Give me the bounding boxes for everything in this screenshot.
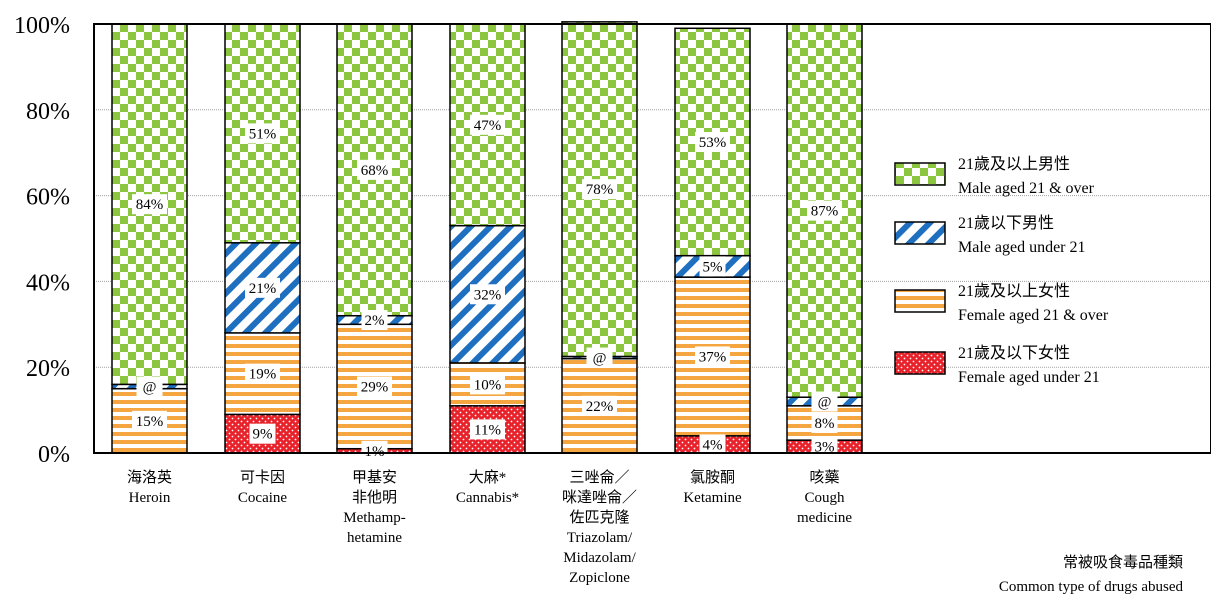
data-label-box xyxy=(582,179,617,200)
x-category-label: 非他明 xyxy=(352,489,397,506)
data-label: 84% xyxy=(136,197,164,213)
x-category-label: Methamp- xyxy=(343,510,405,526)
x-category-label: 可卡因 xyxy=(240,469,285,486)
data-label-box xyxy=(357,376,392,397)
data-label-box xyxy=(245,277,280,298)
legend-label-en: Female aged under 21 xyxy=(958,369,1100,386)
data-label: 2% xyxy=(365,313,385,329)
data-labels: 15% @84% 9% 19% 21% 51% 1% 29% 2% 68% 11% 10% 32% 47%… xyxy=(132,114,842,461)
data-label: 8% xyxy=(815,416,835,432)
x-category-label: hetamine xyxy=(347,530,402,546)
y-tick-label: 40% xyxy=(26,270,70,296)
data-label-box xyxy=(699,256,726,277)
data-label-box xyxy=(470,114,505,135)
plot-area-frame xyxy=(93,23,1211,454)
data-label: 32% xyxy=(474,287,502,303)
y-tick-label: 80% xyxy=(26,99,70,125)
legend-swatch-f_21 xyxy=(894,289,946,313)
legend: 21歲及以上男性 Male aged 21 & over 21歲以下男性 Male a… xyxy=(894,155,1109,386)
legend-label-zh: 21歲及以上女性 xyxy=(958,281,1070,300)
x-axis-title-zh: 常被吸食毒品種類 xyxy=(1063,554,1183,571)
x-category-label: 海洛英 xyxy=(127,468,172,486)
data-label-box xyxy=(361,440,388,461)
data-label-box xyxy=(807,200,842,221)
data-label-box xyxy=(695,346,730,367)
data-label: 87% xyxy=(811,204,839,220)
x-category-label: Triazolam/ xyxy=(567,530,633,546)
x-axis-title-en: Common type of drugs abused xyxy=(999,579,1184,595)
data-label-box xyxy=(361,310,388,331)
x-category-label: 佐匹克隆 xyxy=(569,509,629,526)
data-label: @ xyxy=(593,351,607,367)
data-label: 37% xyxy=(699,349,727,365)
data-label-box xyxy=(811,412,838,433)
data-label-box xyxy=(586,347,613,368)
data-label-box xyxy=(470,284,505,305)
x-category-label: 三唑侖／ xyxy=(569,469,629,486)
y-tick-label: 100% xyxy=(14,13,70,39)
data-label: 4% xyxy=(703,437,723,453)
data-label: 11% xyxy=(474,422,501,438)
legend-label-en: Male aged under 21 xyxy=(958,239,1086,256)
legend-label-en: Female aged 21 & over xyxy=(958,307,1109,324)
legend-label-en: Male aged 21 & over xyxy=(958,180,1095,197)
data-label-box xyxy=(249,423,276,444)
y-axis-tick-labels: 0% 20% 40% 60% 80% 100% xyxy=(14,13,70,468)
data-label-box xyxy=(136,376,163,397)
data-label-box xyxy=(470,419,505,440)
data-label: 22% xyxy=(586,399,614,415)
y-tick-label: 60% xyxy=(26,185,70,211)
data-label-box xyxy=(245,123,280,144)
data-label-box xyxy=(132,410,167,431)
data-label: 53% xyxy=(699,135,727,151)
data-label-box xyxy=(245,363,280,384)
data-label: 78% xyxy=(586,182,614,198)
x-category-label: Zopiclone xyxy=(569,570,630,586)
data-label: 21% xyxy=(249,281,277,297)
data-label: 5% xyxy=(703,259,723,275)
x-category-label: Midazolam/ xyxy=(563,550,636,566)
legend-swatch-f_u21 xyxy=(894,351,946,375)
data-label-box xyxy=(470,374,505,395)
data-label: 51% xyxy=(249,126,277,142)
data-label: 9% xyxy=(253,427,273,443)
data-label-box xyxy=(811,436,838,457)
x-category-label: Cough xyxy=(804,490,845,506)
x-category-label: medicine xyxy=(797,510,852,526)
legend-label-zh: 21歲及以下女性 xyxy=(958,343,1070,362)
x-category-label: Heroin xyxy=(129,490,171,506)
data-label: 29% xyxy=(361,380,389,396)
y-tick-label: 0% xyxy=(38,442,70,468)
legend-swatch-m_u21 xyxy=(894,221,946,245)
data-label-box xyxy=(582,395,617,416)
legend-swatch-m_21 xyxy=(894,162,946,186)
data-label: @ xyxy=(818,395,832,411)
data-label-box xyxy=(357,159,392,180)
x-category-label: Cocaine xyxy=(238,490,287,506)
data-label-box xyxy=(132,194,167,215)
legend-label-zh: 21歲及以上男性 xyxy=(958,155,1070,173)
legend-label-zh: 21歲以下男性 xyxy=(958,214,1054,232)
data-label: 68% xyxy=(361,163,389,179)
x-category-label: 甲基安 xyxy=(352,469,397,486)
data-label: 47% xyxy=(474,118,502,134)
data-label-box xyxy=(695,131,730,152)
x-category-label: 大麻* xyxy=(469,469,507,486)
x-category-label: 咳藥 xyxy=(809,469,839,486)
data-label-box xyxy=(811,391,838,412)
data-label-box xyxy=(699,434,726,455)
data-label: 3% xyxy=(815,440,835,456)
x-category-label: Ketamine xyxy=(683,490,742,506)
data-label: 10% xyxy=(474,377,502,393)
data-label: @ xyxy=(143,380,157,396)
y-tick-label: 20% xyxy=(26,356,70,382)
data-label: 1% xyxy=(365,444,385,460)
x-category-label: Cannabis* xyxy=(456,490,519,506)
data-label: 15% xyxy=(136,414,164,430)
x-category-label: 氯胺酮 xyxy=(690,469,735,486)
data-label: 19% xyxy=(249,367,277,383)
x-category-label: 咪達唑侖／ xyxy=(562,489,637,506)
